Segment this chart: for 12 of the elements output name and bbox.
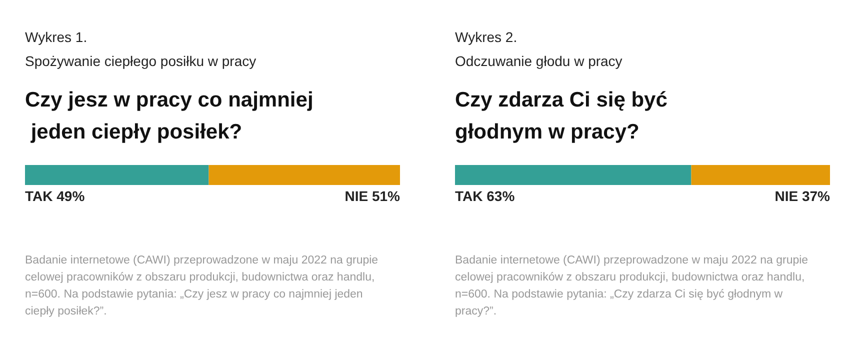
text: Wykres 2. — [455, 29, 518, 45]
data-label: TAK 49% — [25, 188, 86, 204]
data-label: NIE 51% — [344, 188, 401, 204]
text: Badanie internetowe (CAWI) przeprowadzone w maju 2022 na grupie celowej pracowników z obszaru produkcji, budownictwa oraz handlu, n=600. Na podstawie pytania: „Czy zdarza Ci się być głodnym w pracy?”. — [455, 254, 812, 318]
chart-subtitle: Spożywanie ciepłego posiłku w pracy — [25, 53, 256, 69]
text: Badanie internetowe (CAWI) przeprowadzone w maju 2022 na grupie celowej pracowników z obszaru produkcji, budownictwa oraz handlu, n=600. Na podstawie pytania: „Czy jesz w pracy co najmniej jeden ciepły posiłek?”. — [25, 254, 382, 318]
chart-title: Czy zdarza Ci się być głodnym w pracy? — [455, 88, 674, 144]
chart-title: Czy jesz w pracy co najmniej jeden ciepły posiłek? — [25, 88, 314, 144]
data-label: NIE 37% — [774, 188, 831, 204]
chart-subtitle: Odczuwanie głodu w pracy — [455, 53, 622, 69]
text: Wykres 1. — [25, 29, 88, 45]
data-label: TAK 63% — [455, 188, 516, 204]
